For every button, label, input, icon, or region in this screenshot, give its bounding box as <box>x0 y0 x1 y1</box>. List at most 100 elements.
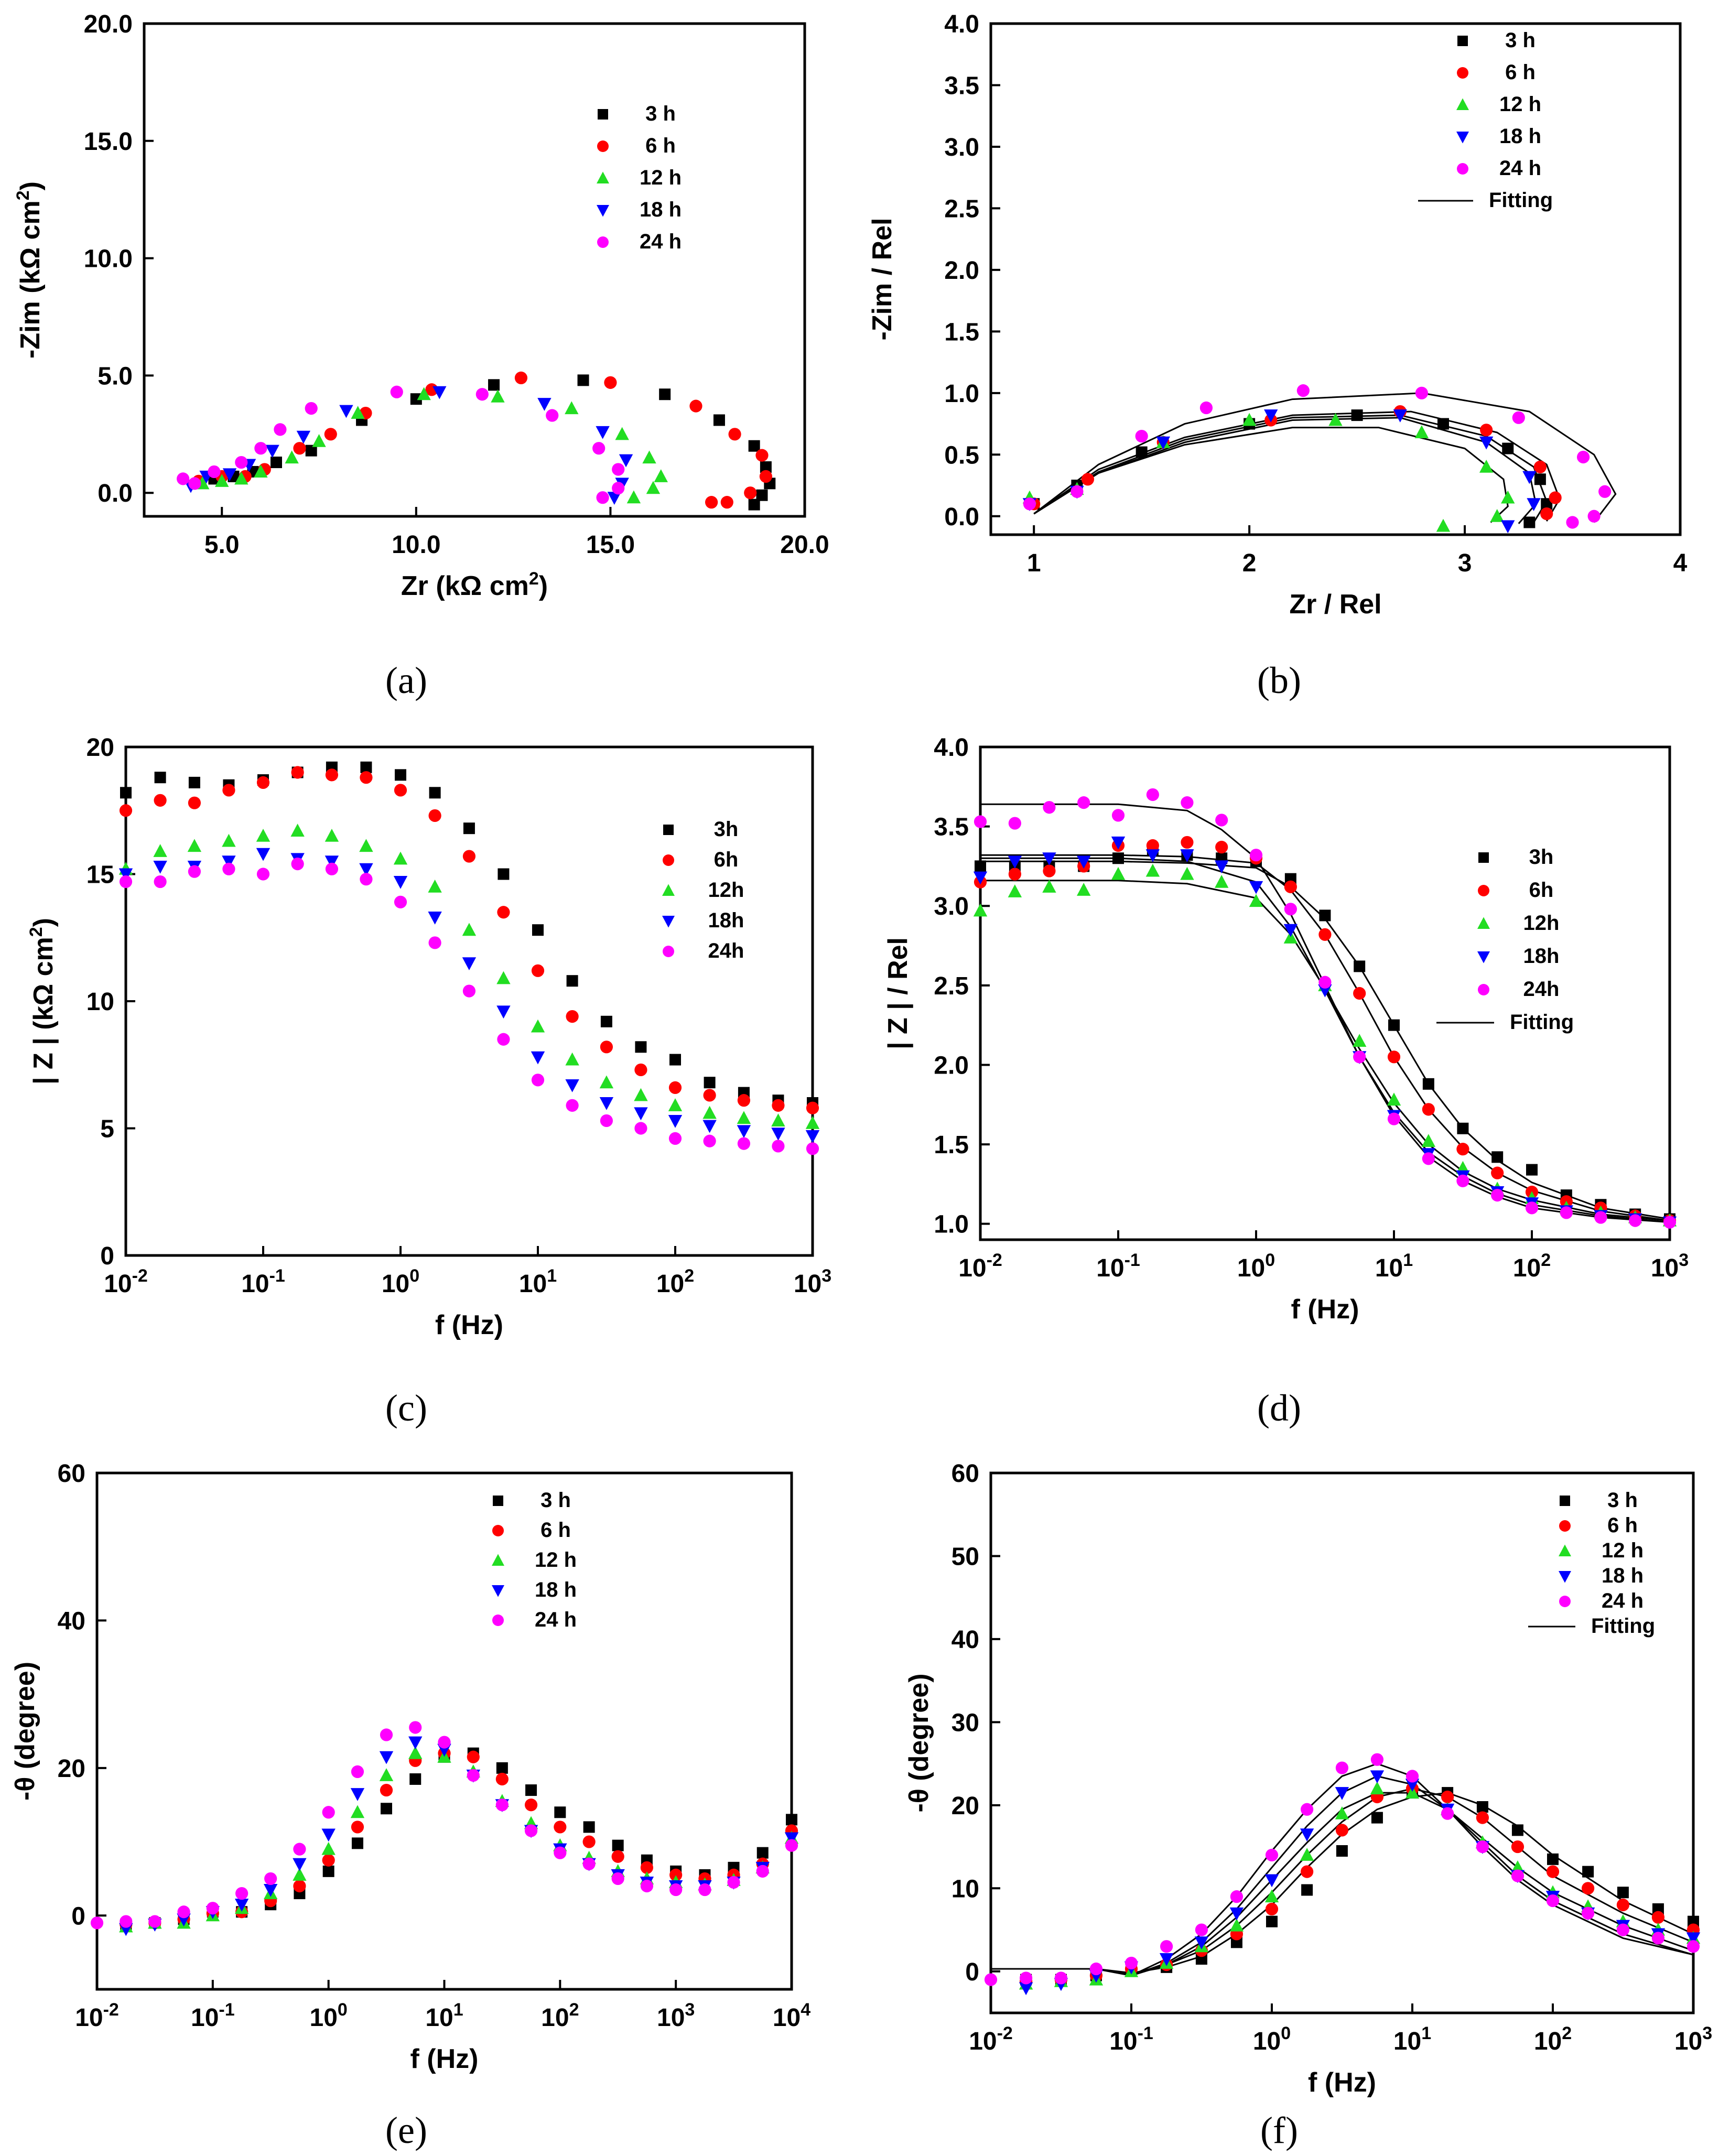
y-tick-label: 5.0 <box>98 362 133 390</box>
data-point <box>1042 852 1056 866</box>
fit-line <box>1033 427 1509 523</box>
data-point <box>975 860 986 872</box>
x-axis-title: f (Hz) <box>435 1310 503 1340</box>
data-point <box>612 482 625 495</box>
legend-label: Fitting <box>1591 1615 1655 1638</box>
data-point <box>497 906 510 919</box>
data-point <box>1300 1848 1314 1861</box>
data-point <box>1354 960 1366 972</box>
data-point <box>1265 1902 1279 1916</box>
x-axis-title: f (Hz) <box>1308 2067 1376 2098</box>
data-point <box>1616 1923 1630 1936</box>
data-point <box>1008 855 1022 869</box>
y-tick-label: 3.0 <box>944 134 979 161</box>
data-point <box>1526 1164 1538 1176</box>
data-point <box>599 1097 614 1110</box>
data-point <box>1501 520 1515 534</box>
data-point <box>1156 436 1170 450</box>
data-point <box>1441 1790 1454 1804</box>
data-point <box>1393 409 1407 422</box>
y-tick-label: 15 <box>87 861 114 889</box>
data-point <box>495 1799 509 1812</box>
x-tick-label: 103 <box>657 2000 695 2032</box>
data-point <box>785 1839 798 1852</box>
data-point <box>805 1116 820 1129</box>
data-point <box>496 1005 511 1019</box>
data-point <box>312 434 326 447</box>
legend-marker <box>597 236 609 248</box>
x-tick-label: 10-1 <box>1109 2023 1153 2055</box>
data-point <box>417 387 431 400</box>
data-point <box>321 1841 336 1855</box>
data-point <box>1387 1092 1401 1106</box>
plot-frame <box>143 22 806 518</box>
legend-marker <box>1478 852 1489 863</box>
data-point <box>698 1883 711 1897</box>
legend-label: Fitting <box>1489 189 1553 212</box>
data-point <box>1318 984 1332 998</box>
y-tick-label: 20 <box>87 734 114 762</box>
data-point <box>1651 1911 1665 1924</box>
data-point <box>668 1081 682 1094</box>
data-point <box>1414 425 1429 438</box>
legend-label: 24h <box>1523 978 1560 1001</box>
data-point <box>293 1843 306 1856</box>
data-point <box>1582 1906 1595 1920</box>
data-point <box>1546 1865 1560 1878</box>
data-point <box>771 1113 785 1126</box>
legend-marker <box>597 205 609 217</box>
data-point <box>235 1887 248 1900</box>
data-point <box>1145 863 1160 877</box>
data-point <box>379 1768 394 1781</box>
data-point <box>659 388 671 400</box>
data-point <box>1406 1770 1419 1783</box>
data-point <box>1146 788 1159 801</box>
data-point <box>222 862 235 875</box>
data-point <box>271 457 282 469</box>
x-tick-label: 101 <box>1393 2023 1431 2055</box>
x-tick-label: 102 <box>1513 1250 1551 1282</box>
fit-line <box>980 860 1670 1220</box>
data-point <box>1264 1889 1279 1903</box>
caption-a: (a) <box>385 659 427 701</box>
x-tick-label: 103 <box>1674 2023 1712 2055</box>
data-point <box>1335 1824 1349 1837</box>
y-tick-label: 3.0 <box>934 893 969 920</box>
data-point <box>600 1041 613 1054</box>
data-point <box>119 875 133 889</box>
data-point <box>495 1772 509 1786</box>
data-point <box>1319 909 1331 922</box>
data-point <box>90 1916 104 1930</box>
data-point <box>256 848 271 861</box>
data-point <box>634 1107 648 1121</box>
data-point <box>1076 883 1091 896</box>
data-point <box>1249 894 1263 907</box>
data-point <box>118 868 133 882</box>
data-point <box>350 1788 365 1801</box>
y-tick-label: 3.5 <box>944 72 979 100</box>
x-tick-label: 3 <box>1458 549 1472 577</box>
y-tick-label: 4.0 <box>944 10 979 38</box>
x-tick-label: 100 <box>382 1266 419 1298</box>
legend-marker <box>1477 951 1490 963</box>
data-point <box>514 371 528 385</box>
data-point <box>760 461 772 473</box>
x-axis-title: f (Hz) <box>410 2044 479 2074</box>
legend: 3h 6h 12h 18h 24h <box>662 818 744 962</box>
legend-label: 18 h <box>535 1578 577 1601</box>
data-point <box>1214 860 1229 874</box>
legend-label: 6 h <box>1607 1514 1638 1537</box>
data-point <box>410 393 422 405</box>
legend-marker <box>492 1554 504 1566</box>
data-point <box>462 923 477 936</box>
legend-label: 24 h <box>535 1608 577 1631</box>
data-point <box>1318 976 1332 989</box>
data-point <box>1076 855 1091 869</box>
series-6h <box>119 766 819 1114</box>
data-point <box>1422 1152 1435 1165</box>
data-point <box>1547 1853 1559 1865</box>
data-point <box>339 405 353 418</box>
legend-marker <box>1477 917 1490 929</box>
x-tick-label: 10-1 <box>191 2000 235 2032</box>
data-point <box>1370 1781 1385 1795</box>
